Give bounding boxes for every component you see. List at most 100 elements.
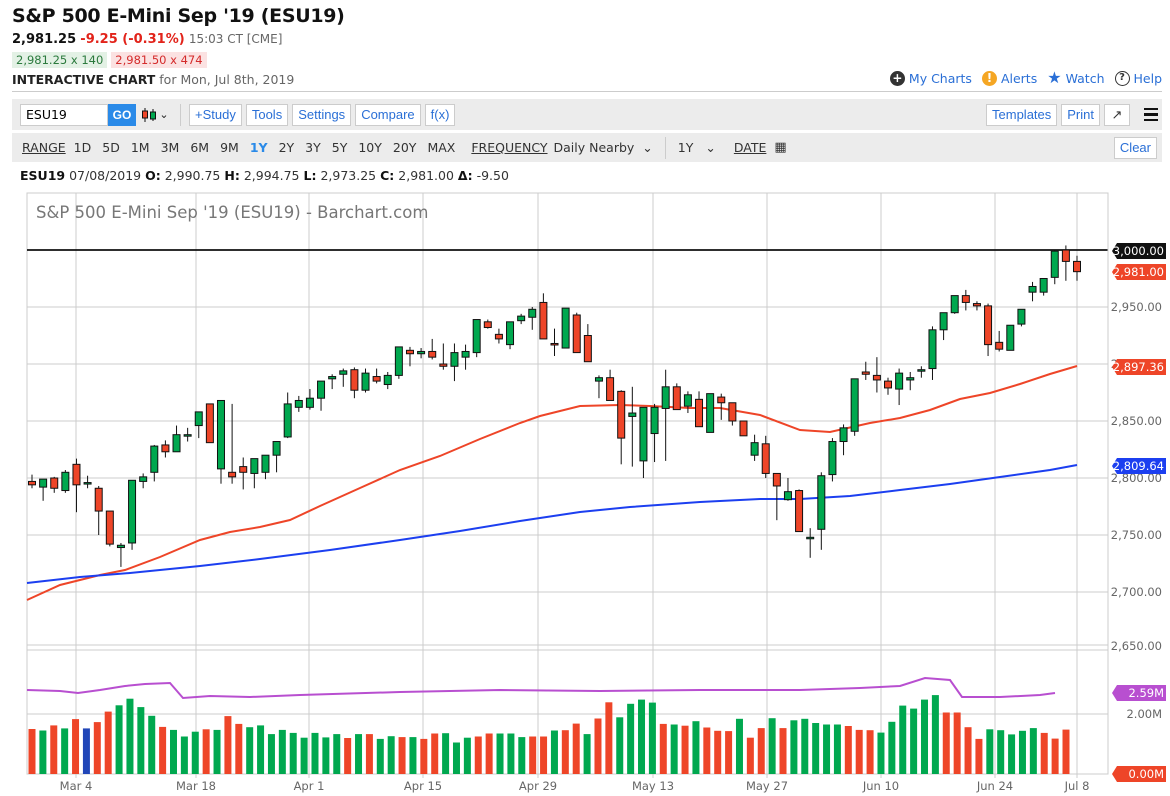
watch-link[interactable]: ★ Watch (1047, 70, 1104, 86)
volume-ma-tag: 2.59M (1112, 685, 1166, 701)
volume-bar (757, 728, 765, 774)
x-axis-label: Jun 10 (862, 779, 899, 793)
templates-button[interactable]: Templates (986, 103, 1058, 126)
frequency-value: Daily Nearby (553, 140, 635, 155)
volume-zero-tag: 0.00M (1112, 766, 1166, 782)
y-axis-label: 2,850.00 (1111, 414, 1162, 428)
candle (583, 335, 592, 363)
candle (483, 321, 492, 329)
candle (806, 536, 815, 540)
range-bar: RANGE 1D 5D 1M 3M 6M 9M 1Y 2Y 3Y 5Y 10Y … (12, 133, 1162, 162)
candle (405, 349, 414, 355)
alerts-link[interactable]: ! Alerts (981, 70, 1037, 86)
range-max[interactable]: MAX (427, 140, 456, 155)
volume-bar (1040, 732, 1048, 774)
volume-bar (801, 718, 809, 774)
volume-bar (942, 712, 950, 774)
volume-bar (333, 734, 341, 774)
interactive-chart-heading: INTERACTIVE CHART (12, 72, 156, 87)
frequency-dropdown[interactable]: Daily Nearby ⌄ (554, 140, 653, 155)
volume-bar (844, 726, 852, 774)
volume-bar (746, 737, 754, 774)
ma200-price-tag: 2,809.64 (1112, 458, 1166, 474)
volume-bar (1062, 729, 1070, 774)
svg-text:0.00M: 0.00M (1128, 767, 1164, 781)
volume-bar (267, 734, 275, 774)
date-label[interactable]: DATE (733, 140, 767, 155)
candle (83, 482, 92, 485)
volume-bar (866, 730, 874, 774)
y-axis-label: 2,750.00 (1111, 528, 1162, 542)
price-change: -9.25 (-0.31%) (80, 32, 185, 47)
ohlc-date: 07/08/2019 (69, 168, 142, 183)
interactive-chart-date: for Mon, Jul 8th, 2019 (159, 72, 295, 87)
ohlc-readout: ESU19 07/08/2019 O: 2,990.75 H: 2,994.75… (20, 168, 509, 183)
candle (517, 315, 526, 322)
candle (361, 372, 370, 391)
candle (606, 377, 615, 401)
candle (628, 412, 637, 417)
range-1y[interactable]: 1Y (249, 140, 268, 155)
candle (761, 443, 770, 474)
candle (506, 321, 515, 346)
range-3y[interactable]: 3Y (305, 140, 321, 155)
volume-bar (616, 717, 624, 774)
volume-bar (953, 712, 961, 774)
candle (539, 301, 548, 340)
print-button[interactable]: Print (1061, 103, 1100, 126)
range-6m[interactable]: 6M (190, 140, 210, 155)
range-9m[interactable]: 9M (220, 140, 239, 155)
candle (28, 480, 36, 486)
candle (161, 444, 170, 453)
candle (261, 454, 270, 473)
hamburger-menu-icon[interactable] (1140, 107, 1162, 122)
range-10y[interactable]: 10Y (358, 140, 382, 155)
candle (494, 333, 503, 340)
volume-bar (93, 722, 101, 774)
expand-button[interactable]: ↗ (1104, 103, 1130, 126)
x-axis-label: May 13 (632, 779, 674, 793)
range-5y[interactable]: 5Y (331, 140, 348, 155)
range-1d[interactable]: 1D (73, 140, 92, 155)
volume-bar (257, 725, 265, 774)
volume-bar (1051, 738, 1059, 774)
go-button[interactable]: GO (108, 103, 136, 126)
period-dropdown[interactable]: 1Y ⌄ (678, 140, 716, 155)
candle (116, 544, 125, 549)
y-axis-label: 2,650.00 (1111, 639, 1162, 653)
low-value: 2,973.25 (320, 168, 377, 183)
range-3m[interactable]: 3M (160, 140, 180, 155)
range-1m[interactable]: 1M (130, 140, 150, 155)
my-charts-link[interactable]: + My Charts (889, 70, 972, 86)
candle (928, 329, 937, 370)
volume-bar (888, 721, 896, 774)
volume-bar (202, 729, 210, 774)
candle (672, 386, 681, 411)
delta-label: Δ: (457, 168, 473, 183)
compare-button[interactable]: Compare (355, 103, 421, 126)
range-5d[interactable]: 5D (102, 140, 120, 155)
symbol-input[interactable] (20, 103, 108, 126)
calendar-icon[interactable]: ▦ (774, 140, 787, 155)
candle (861, 371, 870, 375)
candle (1050, 250, 1059, 278)
volume-bar (246, 727, 254, 774)
help-icon: ? (1114, 70, 1130, 86)
volume-bar (50, 725, 58, 774)
range-20y[interactable]: 20Y (392, 140, 417, 155)
tools-button[interactable]: Tools (245, 103, 289, 126)
range-2y[interactable]: 2Y (278, 140, 295, 155)
chart-type-dropdown[interactable]: ⌄ (136, 104, 174, 126)
settings-button[interactable]: Settings (292, 103, 352, 126)
volume-bar (39, 730, 47, 774)
candle (417, 350, 426, 355)
help-link[interactable]: ? Help (1114, 70, 1162, 86)
volume-bar (169, 729, 177, 774)
clear-button[interactable]: Clear (1113, 136, 1157, 159)
volume-bar (964, 727, 972, 774)
volume-bar (572, 723, 580, 774)
candle (750, 442, 759, 456)
function-button[interactable]: f(x) (424, 103, 456, 126)
study-button[interactable]: +Study (189, 103, 242, 126)
